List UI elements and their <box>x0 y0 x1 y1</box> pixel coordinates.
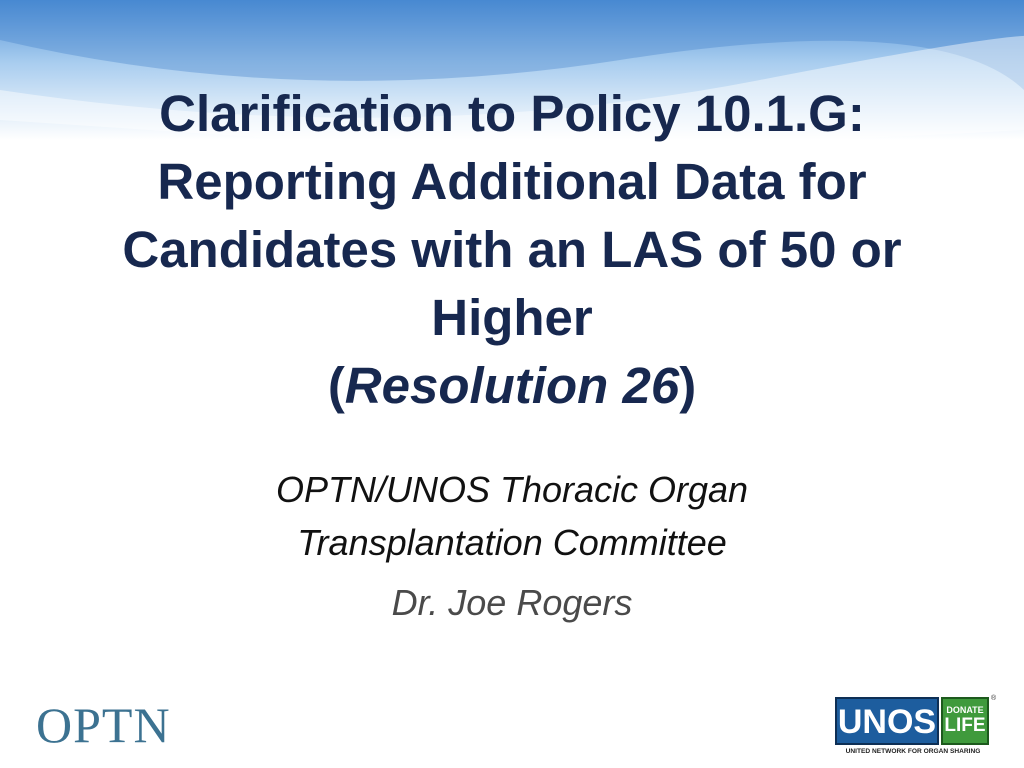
life-text: LIFE <box>944 715 986 736</box>
resolution: Resolution 26 <box>344 357 680 414</box>
title-resolution: (Resolution 26) <box>0 352 1024 420</box>
title-line: Reporting Additional Data for <box>157 153 867 210</box>
donate-life-logo: DONATE LIFE <box>941 697 989 745</box>
presenter: Dr. Joe Rogers <box>391 582 633 623</box>
title-line: Clarification to Policy 10.1.G: <box>159 85 865 142</box>
optn-logo: OPTN <box>36 697 171 753</box>
registered-mark: ® <box>991 695 997 702</box>
subtitle-line: OPTN/UNOS Thoracic Organ <box>275 469 749 510</box>
donate-text: DONATE <box>946 705 984 715</box>
sky-band <box>0 0 1024 140</box>
subtitle-line: Transplantation Committee <box>297 522 727 563</box>
unos-logo: UNOS <box>835 697 939 745</box>
swoosh <box>0 35 1024 144</box>
paren: ( <box>327 357 345 414</box>
paren: ) <box>679 357 697 414</box>
title-line: Candidates with an LAS of 50 or <box>122 221 902 278</box>
title-line: Higher <box>431 289 593 346</box>
swoosh <box>0 0 1024 90</box>
unos-tagline: UNITED NETWORK FOR ORGAN SHARING <box>845 748 981 755</box>
